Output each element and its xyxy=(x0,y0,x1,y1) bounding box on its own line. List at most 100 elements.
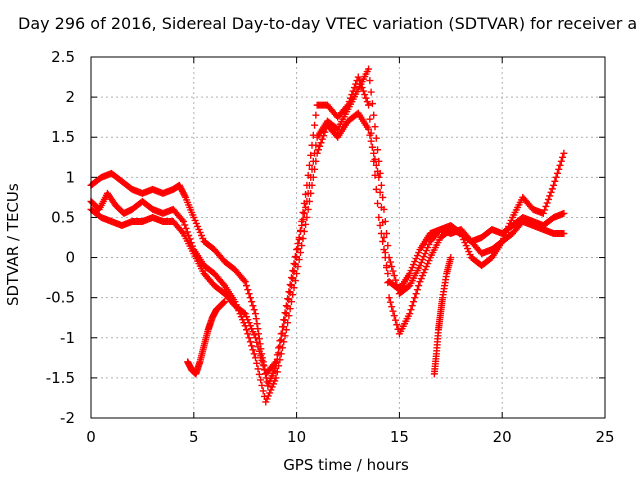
y-tick-label: 0.5 xyxy=(51,208,75,226)
data-point xyxy=(305,161,313,169)
data-point xyxy=(287,298,295,306)
data-point xyxy=(278,344,286,352)
data-point xyxy=(241,322,249,330)
data-point xyxy=(393,321,401,329)
data-point xyxy=(249,346,257,354)
data-point xyxy=(390,312,398,320)
data-point xyxy=(295,234,303,241)
data-point xyxy=(245,290,253,298)
data-point xyxy=(374,146,382,154)
data-point xyxy=(252,315,260,323)
data-point xyxy=(250,306,258,314)
data-point xyxy=(286,305,294,313)
data-point xyxy=(255,370,263,378)
data-point xyxy=(544,195,552,203)
data-point xyxy=(258,356,266,364)
data-point xyxy=(287,274,295,282)
data-point xyxy=(546,192,554,200)
data-point xyxy=(298,242,306,250)
data-point xyxy=(219,280,227,288)
data-point xyxy=(240,309,248,317)
data-point xyxy=(366,131,374,139)
data-point xyxy=(551,177,559,185)
data-point xyxy=(389,267,397,275)
data-point xyxy=(390,272,398,280)
data-point xyxy=(361,91,369,99)
data-point xyxy=(389,307,397,315)
data-point xyxy=(275,362,283,370)
data-point xyxy=(384,242,392,250)
data-point xyxy=(258,381,266,389)
data-point xyxy=(372,185,380,193)
data-point xyxy=(309,173,317,181)
data-point xyxy=(548,185,556,193)
data-point xyxy=(291,253,299,261)
data-point xyxy=(379,193,387,201)
y-tick-label: 0 xyxy=(65,249,75,267)
y-tick-label: 2 xyxy=(65,88,75,106)
data-point xyxy=(560,229,568,237)
data-point xyxy=(255,347,263,355)
data-point xyxy=(370,149,378,157)
data-point xyxy=(375,213,383,221)
data-point xyxy=(289,267,297,275)
data-point xyxy=(553,169,561,177)
data-point xyxy=(282,302,290,310)
data-series xyxy=(430,254,455,378)
data-point xyxy=(447,254,455,262)
data-point xyxy=(547,188,555,196)
data-point xyxy=(254,365,262,373)
y-tick-label: -0.5 xyxy=(46,289,75,307)
data-point xyxy=(316,142,324,150)
data-point xyxy=(371,123,379,131)
data-point xyxy=(312,111,320,119)
data-point xyxy=(543,199,551,207)
x-tick-label: 20 xyxy=(493,428,512,446)
data-point xyxy=(377,181,385,189)
data-point xyxy=(313,149,321,157)
data-point xyxy=(248,342,256,350)
data-point xyxy=(296,249,304,257)
data-point xyxy=(541,206,549,214)
data-point xyxy=(392,316,400,324)
data-point xyxy=(381,249,389,257)
axis-ticks: 0 5 10 15 20 25 -2 -1.5 -1 -0.5 0 0.5 1 1.5 2 2.5 xyxy=(46,48,615,446)
data-point xyxy=(375,157,383,165)
data-point xyxy=(383,264,391,272)
y-tick-label: 1.5 xyxy=(51,128,75,146)
data-point xyxy=(559,153,567,161)
data-point xyxy=(320,132,328,140)
x-tick-label: 5 xyxy=(189,428,199,446)
data-point xyxy=(367,88,375,96)
data-point xyxy=(318,135,326,143)
data-point xyxy=(550,181,558,189)
data-point xyxy=(183,228,191,236)
data-point xyxy=(380,234,388,241)
data-point xyxy=(367,137,375,145)
data-point xyxy=(385,294,393,302)
data-point xyxy=(294,240,302,248)
data-point xyxy=(375,173,383,181)
x-tick-label: 10 xyxy=(287,428,306,446)
data-point xyxy=(295,256,303,264)
data-point xyxy=(394,285,402,293)
data-point xyxy=(385,254,393,262)
data-point xyxy=(253,320,261,328)
data-point xyxy=(285,312,293,320)
data-point xyxy=(411,294,419,302)
data-point xyxy=(415,282,423,290)
data-point xyxy=(312,141,320,149)
data-point xyxy=(299,235,307,243)
data-point xyxy=(368,100,376,108)
data-point xyxy=(388,263,396,271)
data-point xyxy=(312,157,320,165)
data-series xyxy=(184,298,229,378)
data-point xyxy=(365,125,373,133)
data-point xyxy=(305,197,313,205)
data-point xyxy=(181,192,189,200)
data-point xyxy=(303,213,311,221)
data-point xyxy=(300,227,308,235)
data-point xyxy=(372,134,380,142)
data-point xyxy=(384,279,392,287)
